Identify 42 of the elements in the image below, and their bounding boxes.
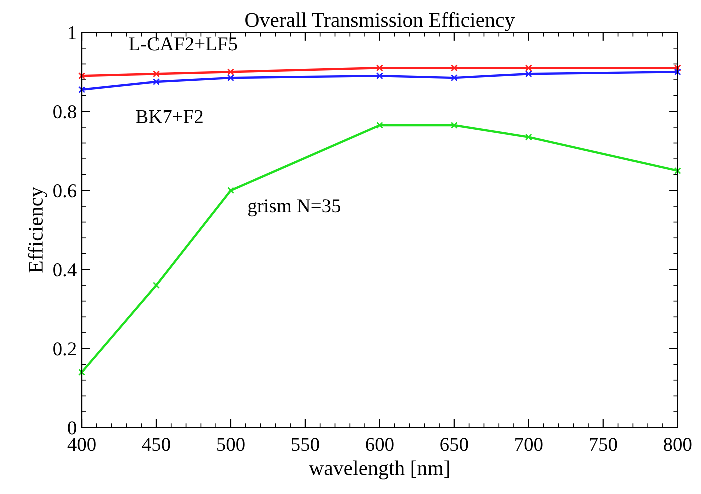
series-label: BK7+F2 bbox=[136, 110, 203, 124]
point bbox=[78, 369, 86, 376]
point bbox=[228, 74, 234, 82]
y-tick-label: 1 bbox=[69, 26, 76, 40]
chart-title: Overall Transmission Efficiency bbox=[246, 12, 516, 32]
y-tick-label: 0.2 bbox=[54, 342, 76, 356]
y-tick-label: 0.4 bbox=[54, 264, 77, 277]
point bbox=[525, 70, 532, 78]
point bbox=[450, 122, 458, 129]
point bbox=[376, 122, 384, 129]
point bbox=[525, 64, 532, 72]
y-tick-label: 0.6 bbox=[54, 184, 77, 198]
point bbox=[228, 187, 234, 194]
point bbox=[228, 68, 234, 76]
point bbox=[525, 134, 532, 141]
y-axis-title: Efficiency bbox=[28, 187, 48, 273]
point bbox=[78, 86, 86, 94]
x-tick-label: 450 bbox=[142, 438, 170, 452]
series-label: L-CAF2+LF5 bbox=[129, 38, 238, 51]
point bbox=[674, 68, 682, 76]
x-tick-label: 700 bbox=[516, 438, 543, 452]
y-tick-label: 0 bbox=[68, 422, 76, 435]
point bbox=[450, 74, 458, 82]
y-tick-label: 0.8 bbox=[54, 105, 76, 119]
point bbox=[153, 70, 160, 78]
x-tick-label: 500 bbox=[218, 438, 245, 452]
x-tick-label: 750 bbox=[590, 438, 618, 452]
point bbox=[450, 64, 458, 72]
x-tick-label: 800 bbox=[664, 438, 692, 452]
x-tick-label: 400 bbox=[68, 438, 96, 452]
point bbox=[153, 78, 160, 86]
point bbox=[78, 72, 86, 80]
point bbox=[376, 72, 384, 80]
point bbox=[674, 64, 682, 72]
x-tick-label: 600 bbox=[366, 438, 394, 452]
point bbox=[674, 167, 682, 174]
x-tick-label: 650 bbox=[440, 438, 468, 452]
x-axis-title: wavelength [nm] bbox=[309, 460, 450, 480]
series-label: grism N=35 bbox=[248, 200, 340, 217]
x-tick-label: 550 bbox=[292, 438, 320, 452]
point bbox=[376, 64, 384, 72]
point bbox=[153, 282, 160, 290]
